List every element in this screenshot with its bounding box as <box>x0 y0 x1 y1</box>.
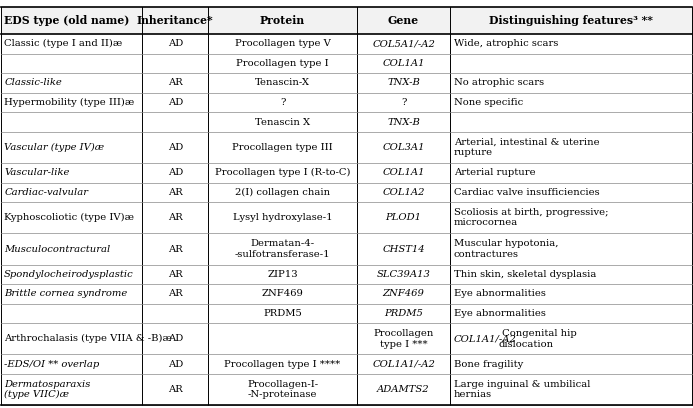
Text: Cardiac-valvular: Cardiac-valvular <box>4 188 88 197</box>
Text: Inheritance*: Inheritance* <box>137 15 213 26</box>
Text: Vascular-like: Vascular-like <box>4 169 69 177</box>
Text: COL1A1: COL1A1 <box>383 59 425 68</box>
Text: Spondylocheirodysplastic: Spondylocheirodysplastic <box>4 270 134 279</box>
Text: Eye abnormalities: Eye abnormalities <box>454 309 545 318</box>
Text: Gene: Gene <box>388 15 419 26</box>
Text: AR: AR <box>168 188 183 197</box>
Text: Bone fragility: Bone fragility <box>454 360 523 369</box>
Text: AR: AR <box>168 289 183 298</box>
Text: Procollagen type I (R-to-C): Procollagen type I (R-to-C) <box>215 168 350 177</box>
Text: PRDM5: PRDM5 <box>263 309 302 318</box>
Text: COL1A1: COL1A1 <box>383 169 425 177</box>
Text: Dermatosparaxis
(type VIIC)æ: Dermatosparaxis (type VIIC)æ <box>4 380 91 399</box>
Text: Procollagen
type I ***: Procollagen type I *** <box>374 329 434 348</box>
Text: Procollagen type V: Procollagen type V <box>235 40 331 49</box>
Text: Arterial, intestinal & uterine
rupture: Arterial, intestinal & uterine rupture <box>454 138 599 157</box>
Text: ZNF469: ZNF469 <box>383 289 425 298</box>
Text: Hypermobility (type III)æ: Hypermobility (type III)æ <box>4 98 134 107</box>
Text: COL1A1/-A2: COL1A1/-A2 <box>372 360 435 369</box>
Text: Muscular hypotonia,
contractures: Muscular hypotonia, contractures <box>454 239 558 259</box>
Text: EDS type (old name): EDS type (old name) <box>4 15 130 26</box>
Text: Dermatan-4-
-sulfotransferase-1: Dermatan-4- -sulfotransferase-1 <box>235 239 331 259</box>
Text: AR: AR <box>168 213 183 222</box>
Text: None specific: None specific <box>454 98 523 107</box>
Text: Tenascin X: Tenascin X <box>255 118 310 126</box>
Text: Congenital hip
dislocation: Congenital hip dislocation <box>499 329 577 348</box>
Text: Distinguishing features³ **: Distinguishing features³ ** <box>489 15 653 26</box>
Text: Lysyl hydroxylase-1: Lysyl hydroxylase-1 <box>233 213 333 222</box>
Text: Vascular (type IV)æ: Vascular (type IV)æ <box>4 143 104 152</box>
Text: Arterial rupture: Arterial rupture <box>454 169 535 177</box>
Text: Procollagen type I: Procollagen type I <box>236 59 329 68</box>
Bar <box>1 7 692 34</box>
Text: AD: AD <box>168 143 183 152</box>
Text: TNX-B: TNX-B <box>387 118 420 126</box>
Text: COL5A1/-A2: COL5A1/-A2 <box>372 40 435 49</box>
Text: Protein: Protein <box>260 15 305 26</box>
Text: COL3A1: COL3A1 <box>383 143 425 152</box>
Text: Procollagen type III: Procollagen type III <box>232 143 333 152</box>
Text: ?: ? <box>280 98 286 107</box>
Text: Eye abnormalities: Eye abnormalities <box>454 289 545 298</box>
Text: AD: AD <box>168 169 183 177</box>
Text: AR: AR <box>168 78 183 87</box>
Text: COL1A2: COL1A2 <box>383 188 425 197</box>
Text: -EDS/OI ** overlap: -EDS/OI ** overlap <box>4 360 99 369</box>
Text: Large inguinal & umbilical
hernias: Large inguinal & umbilical hernias <box>454 380 590 399</box>
Text: ZIP13: ZIP13 <box>267 270 298 279</box>
Text: AD: AD <box>168 40 183 49</box>
Text: PRDM5: PRDM5 <box>384 309 423 318</box>
Text: AD: AD <box>168 98 183 107</box>
Text: AD: AD <box>168 360 183 369</box>
Text: Musculocontractural: Musculocontractural <box>4 244 110 253</box>
Text: AR: AR <box>168 385 183 394</box>
Text: 2(I) collagen chain: 2(I) collagen chain <box>235 188 330 197</box>
Text: Tenascin-X: Tenascin-X <box>255 78 310 87</box>
Text: Wide, atrophic scars: Wide, atrophic scars <box>454 40 558 49</box>
Text: Procollagen-I-
-N-proteinase: Procollagen-I- -N-proteinase <box>247 380 318 399</box>
Text: Classic-like: Classic-like <box>4 78 62 87</box>
Text: ZNF469: ZNF469 <box>261 289 304 298</box>
Text: PLOD1: PLOD1 <box>385 213 421 222</box>
Text: ?: ? <box>401 98 406 107</box>
Text: Kyphoscoliotic (type IV)æ: Kyphoscoliotic (type IV)æ <box>4 213 134 222</box>
Text: AR: AR <box>168 244 183 253</box>
Text: Thin skin, skeletal dysplasia: Thin skin, skeletal dysplasia <box>454 270 596 279</box>
Text: Scoliosis at birth, progressive;
microcornea: Scoliosis at birth, progressive; microco… <box>454 208 608 227</box>
Text: Classic (type I and II)æ: Classic (type I and II)æ <box>4 39 123 49</box>
Text: Cardiac valve insufficiencies: Cardiac valve insufficiencies <box>454 188 599 197</box>
Text: Procollagen type I ****: Procollagen type I **** <box>225 360 341 369</box>
Text: CHST14: CHST14 <box>383 244 425 253</box>
Text: No atrophic scars: No atrophic scars <box>454 78 544 87</box>
Text: Brittle cornea syndrome: Brittle cornea syndrome <box>4 289 128 298</box>
Text: ADAMTS2: ADAMTS2 <box>377 385 430 394</box>
Text: AD: AD <box>168 335 183 344</box>
Text: Arthrochalasis (type VIIA & -B)æ: Arthrochalasis (type VIIA & -B)æ <box>4 334 172 344</box>
Text: COL1A1/-A2: COL1A1/-A2 <box>454 335 516 344</box>
Text: SLC39A13: SLC39A13 <box>376 270 430 279</box>
Text: AR: AR <box>168 270 183 279</box>
Text: TNX-B: TNX-B <box>387 78 420 87</box>
